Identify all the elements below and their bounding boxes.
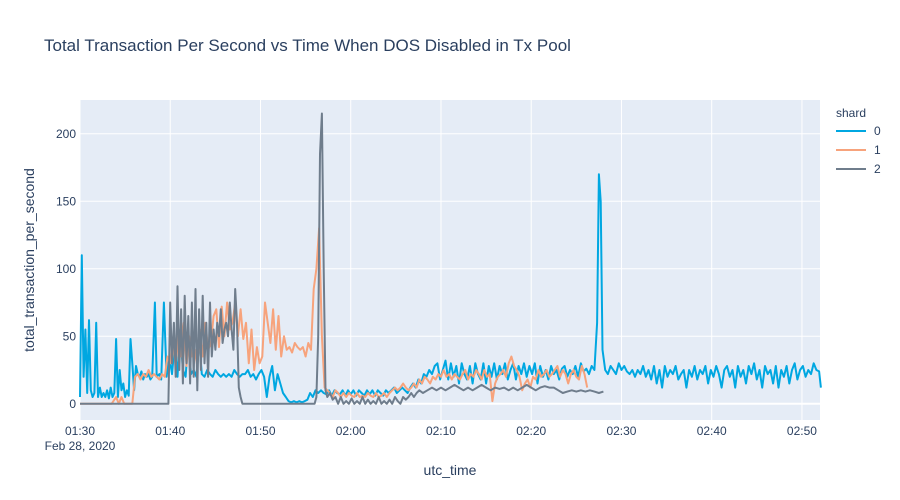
y-tick-label: 0 (69, 397, 76, 411)
legend[interactable]: shard 0 1 2 (836, 106, 881, 176)
y-axis-title: total_transaction_per_second (21, 168, 37, 352)
x-axis-title: utc_time (424, 462, 477, 478)
y-tick-label: 200 (56, 127, 76, 141)
x-tick-label: 01:50 (245, 424, 275, 438)
series-lines (79, 112, 822, 405)
x-tick-label: 01:40 (155, 424, 185, 438)
x-date-label: Feb 28, 2020 (45, 439, 116, 453)
legend-item-1[interactable]: 1 (836, 143, 881, 157)
legend-title: shard (836, 106, 866, 120)
y-tick-label: 150 (56, 194, 76, 208)
x-tick-label: 02:10 (426, 424, 456, 438)
x-tick-label: 02:50 (787, 424, 817, 438)
legend-label: 0 (874, 124, 881, 138)
legend-item-2[interactable]: 2 (836, 162, 881, 176)
legend-label: 1 (874, 143, 881, 157)
y-tick-label: 50 (63, 329, 77, 343)
x-tick-label: 02:30 (606, 424, 636, 438)
x-tick-label: 01:30 (65, 424, 95, 438)
x-tick-label: 02:20 (516, 424, 546, 438)
legend-label: 2 (874, 162, 881, 176)
legend-item-0[interactable]: 0 (836, 124, 881, 138)
chart-title: Total Transaction Per Second vs Time Whe… (44, 36, 571, 55)
axis-ticks: 01:30 01:40 01:50 02:00 02:10 02:20 02:30 02:40… (56, 127, 817, 438)
series-line-2 (80, 112, 604, 405)
series-line-0 (79, 173, 822, 404)
y-tick-label: 100 (56, 262, 76, 276)
x-tick-label: 02:40 (697, 424, 727, 438)
x-tick-label: 02:00 (336, 424, 366, 438)
